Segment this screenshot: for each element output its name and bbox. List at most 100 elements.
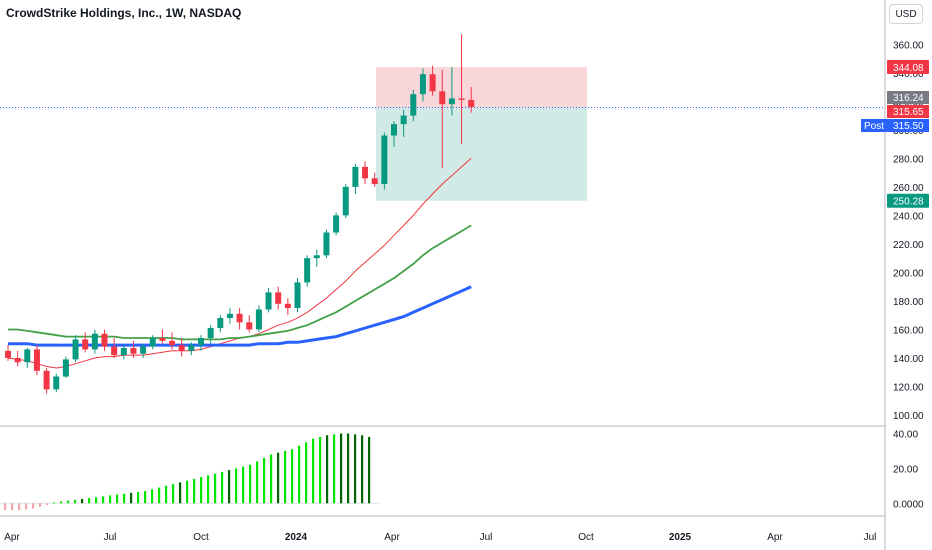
histogram-bar [46, 503, 49, 506]
histogram-bar [179, 482, 182, 504]
candle-body [188, 345, 195, 351]
candle-body [140, 346, 147, 354]
candle-body [169, 340, 176, 346]
candle-body [400, 115, 407, 125]
candle-body [43, 370, 50, 390]
histogram-bar [249, 464, 252, 504]
histogram-bar [312, 438, 315, 504]
candle-body [333, 215, 340, 233]
histogram-bar [347, 433, 350, 504]
chart-title: CrowdStrike Holdings, Inc., 1W, NASDAQ [6, 6, 242, 20]
candle-body [217, 318, 224, 329]
y-tick-label: 180.00 [893, 297, 924, 308]
post-price-tag: 315.50 [893, 121, 924, 132]
entry-price-tag: 315.65 [893, 107, 924, 118]
candle-body [159, 338, 166, 341]
histogram-bar [4, 503, 7, 511]
candle-body [352, 166, 359, 187]
histogram-bar [32, 503, 35, 509]
candle-body [429, 74, 436, 92]
candle-body [381, 135, 388, 185]
candle-body [342, 186, 349, 216]
candle-body [294, 282, 301, 309]
candle-body [323, 232, 330, 256]
y-tick-label: 140.00 [893, 354, 924, 365]
y-tick-label: 360.00 [893, 40, 924, 51]
histogram-bar [67, 500, 70, 504]
histogram-bars [0, 433, 380, 511]
histogram-bar [340, 433, 343, 504]
candle-body [304, 258, 311, 283]
histogram-bar [39, 503, 42, 507]
histogram-bar [151, 489, 154, 504]
histogram-bar [263, 457, 266, 504]
candle-body [313, 255, 320, 259]
x-tick-label: Jul [480, 532, 493, 543]
candle-body [439, 91, 446, 105]
candle-body [246, 322, 253, 330]
post-tag: Post [864, 121, 884, 132]
candle-body [371, 178, 378, 185]
candle-body [178, 345, 185, 351]
histogram-bar [53, 502, 56, 504]
histogram-bar [60, 501, 63, 504]
candle-body [91, 333, 98, 350]
histogram-bar [109, 495, 112, 504]
histogram-bar [81, 498, 84, 504]
histogram-bar [137, 491, 140, 504]
y-tick-label: 200.00 [893, 268, 924, 279]
x-tick-label: Oct [193, 532, 209, 543]
stop-price-tag: 344.08 [893, 63, 924, 74]
candle-body [207, 328, 214, 339]
osc-y-tick-label: 40.00 [893, 429, 918, 440]
histogram-bar [361, 435, 364, 504]
histogram-bar [130, 492, 133, 504]
histogram-bar [18, 503, 21, 511]
histogram-bar [207, 475, 210, 504]
candle-body [33, 349, 40, 371]
candle-body [53, 376, 60, 390]
histogram-bar [256, 461, 259, 504]
x-tick-label: 2025 [669, 532, 692, 543]
currency-button[interactable]: USD [889, 4, 923, 24]
candle-body [448, 98, 455, 105]
candle-body [255, 309, 262, 330]
histogram-bar [193, 478, 196, 504]
grid [0, 0, 886, 550]
histogram-bar [214, 473, 217, 504]
histogram-bar [305, 442, 308, 504]
x-tick-label: Apr [767, 532, 783, 543]
histogram-bar [291, 449, 294, 504]
x-tick-label: Oct [578, 532, 594, 543]
osc-y-tick-label: 0.0000 [893, 499, 924, 510]
candles [5, 34, 475, 394]
last-price-tag: 316.24 [893, 93, 924, 104]
candle-body [120, 347, 127, 356]
y-tick-label: 340.00 [893, 69, 924, 80]
histogram-bar [228, 470, 231, 504]
x-tick-label: Apr [4, 532, 20, 543]
x-tick-label: Apr [384, 532, 400, 543]
histogram-bar [242, 466, 245, 504]
y-tick-label: 260.00 [893, 183, 924, 194]
candle-body [101, 333, 108, 347]
histogram-bar [95, 497, 98, 504]
osc-y-tick-label: 20.00 [893, 464, 918, 475]
histogram-bar [221, 471, 224, 504]
y-tick-label: 120.00 [893, 382, 924, 393]
x-tick-label: 2024 [285, 532, 308, 543]
histogram-bar [116, 494, 119, 504]
histogram-bar [235, 468, 238, 504]
candle-body [468, 99, 475, 108]
candle-body [284, 303, 291, 309]
price-tags: 344.08 250.28 316.24 315.65 Post 315.50 [861, 59, 929, 208]
y-tick-label: 280.00 [893, 154, 924, 165]
target-price-tag: 250.28 [893, 197, 924, 208]
candle-body [14, 357, 21, 363]
histogram-bar [165, 485, 168, 504]
take-profit-zone [376, 107, 587, 201]
candle-body [5, 350, 11, 358]
histogram-bar [172, 484, 175, 504]
histogram-bar [25, 503, 28, 510]
